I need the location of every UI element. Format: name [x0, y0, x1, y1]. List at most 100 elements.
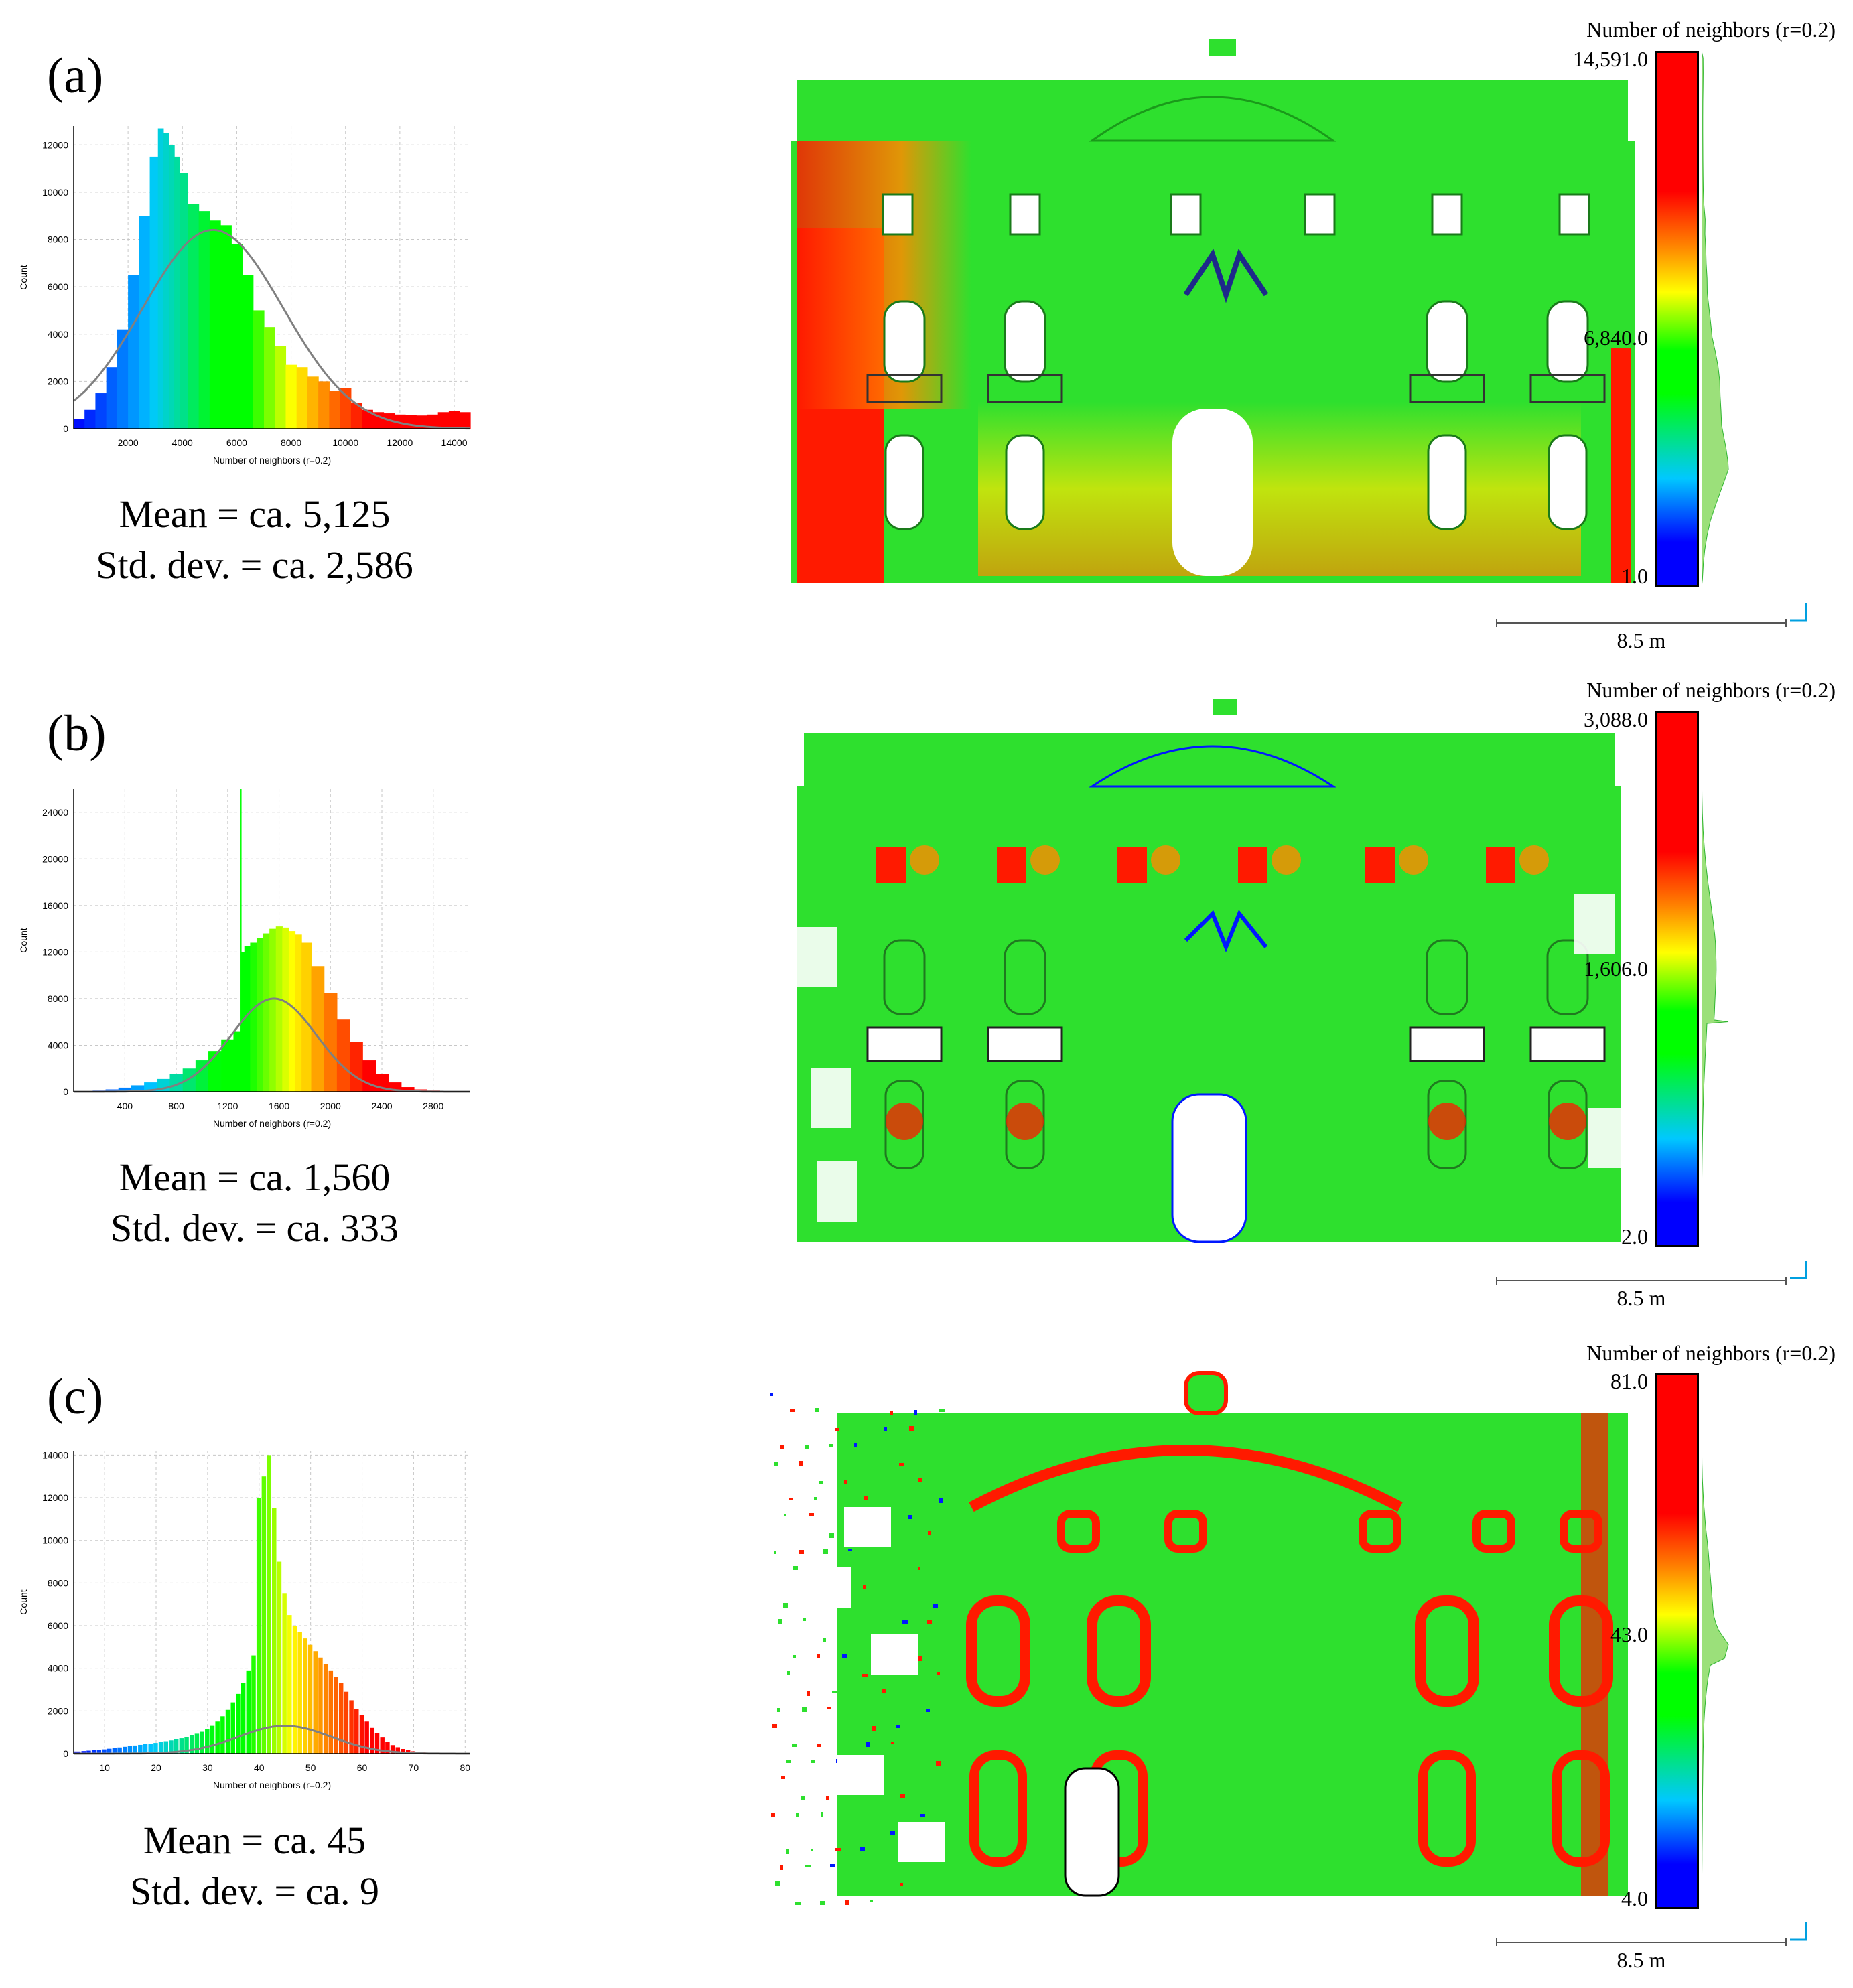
sparse-gap	[844, 1507, 891, 1547]
upper-window	[1365, 847, 1395, 883]
std-dev-value: Std. dev. = ca. 2,586	[96, 543, 413, 587]
histogram-bar	[292, 1626, 297, 1754]
histogram-bar	[131, 1085, 145, 1092]
scattered-points	[786, 1849, 789, 1854]
upper-window	[1359, 1510, 1401, 1553]
point-cloud-facade	[797, 699, 1628, 1243]
histogram-bar	[354, 1709, 359, 1754]
density-blob	[1519, 845, 1549, 875]
scattered-points	[921, 1725, 924, 1728]
middle-window	[1004, 300, 1046, 383]
x-tick-label: 400	[117, 1100, 133, 1111]
y-tick-label: 20000	[42, 853, 68, 864]
x-axis-label: Number of neighbors (r=0.2)	[213, 1118, 331, 1129]
panel-b: (b) 0 4000 8000 12000 16000 20000 24000 400 800 1…	[0, 663, 1853, 1326]
scattered-points	[780, 1865, 783, 1870]
colorbar	[1655, 1373, 1699, 1909]
balcony	[987, 1026, 1063, 1062]
central-ornament	[1184, 910, 1268, 953]
middle-window	[1415, 1595, 1479, 1707]
upper-window	[876, 847, 906, 883]
histogram-bar	[95, 393, 107, 429]
histogram-bar	[261, 1476, 267, 1754]
x-tick-label: 20	[151, 1762, 161, 1773]
roof-ornament	[1184, 1371, 1228, 1415]
facade-body	[837, 1413, 1628, 1896]
scattered-points	[920, 1814, 925, 1817]
scattered-points	[823, 1638, 826, 1642]
histogram-bar	[380, 1737, 385, 1754]
scattered-points	[900, 1883, 903, 1886]
scattered-points	[872, 1726, 876, 1731]
upper-window	[1009, 193, 1041, 236]
scattered-points	[903, 1531, 906, 1535]
histogram-bar	[149, 156, 159, 429]
scattered-points	[795, 1902, 801, 1905]
x-tick-label: 1600	[269, 1100, 289, 1111]
histogram-bar	[241, 1683, 246, 1754]
histogram-bar	[205, 1729, 210, 1754]
histogram-chart: 0 2000 4000 6000 8000 10000 12000 2000 4000 6000 8…	[18, 126, 471, 466]
x-tick-label: 14000	[441, 437, 468, 448]
histogram-bar	[242, 275, 254, 429]
y-tick-label: 16000	[42, 900, 68, 911]
histogram-bar	[297, 1632, 302, 1754]
histogram-chart: 0 2000 4000 6000 8000 10000 12000 14000 10 20 30 40…	[18, 1449, 470, 1790]
histogram-bar	[285, 364, 297, 429]
scattered-points	[906, 1689, 910, 1693]
scattered-points	[811, 1849, 813, 1851]
scattered-points	[860, 1847, 865, 1851]
middle-window	[966, 1595, 1030, 1707]
histogram-bar	[374, 1733, 380, 1754]
histogram-bar	[112, 1748, 117, 1754]
histogram-bar	[344, 1691, 349, 1754]
middle-window	[1546, 939, 1589, 1015]
histogram-bar	[138, 1744, 143, 1754]
scattered-points	[888, 1584, 890, 1589]
sparse-gap	[837, 1755, 884, 1795]
scattered-points	[930, 1866, 933, 1870]
upper-window	[1558, 193, 1590, 236]
scattered-points	[928, 1531, 931, 1535]
colorbar-min-label: 1.0	[1621, 564, 1648, 588]
histogram-bar	[287, 1615, 292, 1754]
sparse-gap	[811, 1068, 851, 1128]
scattered-points	[799, 1461, 803, 1466]
scattered-points	[783, 1603, 788, 1608]
y-tick-label: 8000	[48, 1577, 68, 1588]
statistics-summary: Mean = ca. 45 Std. dev. = ca. 9	[27, 1815, 482, 1917]
scattered-points	[770, 1393, 773, 1396]
histogram-bar	[267, 1455, 271, 1754]
density-blob	[1428, 1103, 1466, 1140]
y-tick-label: 14000	[42, 1449, 68, 1460]
facade-group	[770, 1371, 1628, 1905]
y-tick-label: 8000	[48, 234, 68, 245]
histogram-bar	[74, 1751, 81, 1754]
y-tick-label: 6000	[48, 1620, 68, 1631]
scattered-points	[863, 1585, 866, 1589]
scattered-points	[823, 1549, 828, 1554]
x-axis-label: Number of neighbors (r=0.2)	[213, 1780, 331, 1790]
middle-window	[1087, 1595, 1151, 1707]
scattered-points	[772, 1724, 777, 1728]
scattered-points	[934, 1425, 939, 1428]
scattered-points	[829, 1444, 833, 1447]
scattered-points	[835, 1428, 839, 1431]
scattered-points	[909, 1426, 914, 1431]
histogram-bar	[362, 1060, 376, 1092]
middle-window	[883, 939, 926, 1015]
histogram-bar	[303, 1638, 307, 1754]
histogram-bar	[350, 1042, 363, 1092]
point-cloud-facade	[770, 1371, 1628, 1905]
panel-label: (c)	[47, 1368, 104, 1425]
scattered-points	[927, 1620, 932, 1624]
histogram-bar	[200, 1731, 204, 1754]
colorbar-mid-label: 6,840.0	[1584, 326, 1648, 350]
histogram-bar	[102, 1749, 107, 1754]
histogram-bar	[250, 942, 257, 1092]
panel-c: (c) 0 2000 4000 6000 8000 10000 12000 14000 10 20…	[0, 1326, 1853, 1988]
histogram-bar	[74, 419, 85, 429]
upper-window	[1486, 847, 1515, 883]
x-tick-label: 40	[254, 1762, 265, 1773]
histogram-bar	[230, 1702, 235, 1754]
